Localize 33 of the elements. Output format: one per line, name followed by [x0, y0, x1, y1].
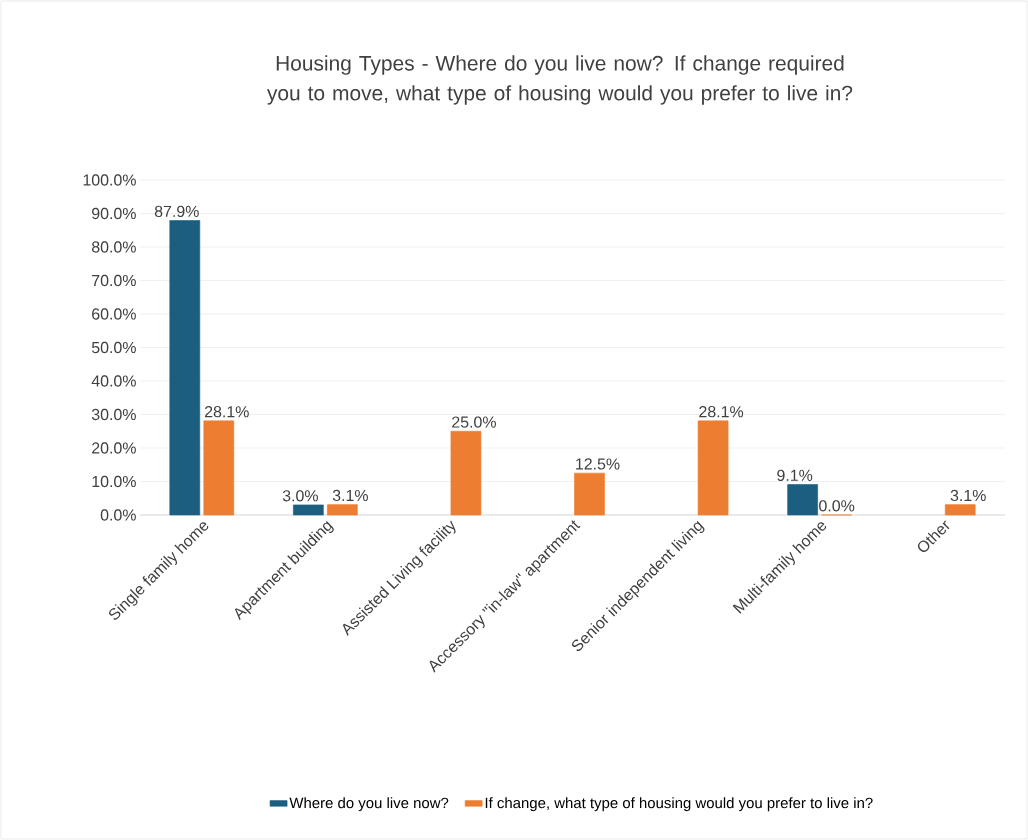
data-label: 25.0% [452, 416, 496, 428]
legend-label: If change, what type of housing would you prefer to live in? [485, 797, 873, 812]
data-label: 28.1% [204, 406, 249, 418]
bar [944, 504, 976, 516]
bar [169, 220, 201, 516]
y-tick-label: 20.0% [92, 442, 136, 454]
data-label: 3.0% [282, 490, 318, 502]
y-tick-label: 30.0% [91, 408, 136, 421]
legend-label: Where do you live now? [289, 797, 449, 812]
bar [697, 420, 729, 516]
bar [203, 420, 235, 516]
data-label: 3.1% [332, 489, 368, 502]
chart-title: Housing Types - Where do you live now? If change required you to move, what type of housing would you prefer to live in? [266, 55, 853, 105]
bar [787, 484, 818, 516]
y-tick-label: 50.0% [91, 341, 136, 354]
y-tick-label: 80.0% [91, 241, 136, 253]
bar [327, 504, 358, 516]
y-tick-label: 0.0% [100, 509, 136, 521]
data-label: 87.9% [154, 205, 199, 218]
data-label: 12.5% [576, 458, 620, 470]
bar [293, 504, 324, 516]
y-tick-label: 10.0% [92, 475, 136, 488]
y-tick-label: 70.0% [92, 274, 136, 287]
data-label: 28.1% [699, 406, 744, 418]
data-label: 9.1% [777, 469, 813, 481]
bar [574, 472, 605, 516]
data-label: 0.0% [819, 500, 855, 512]
data-label: 3.1% [950, 489, 986, 502]
y-tick-label: 60.0% [92, 308, 136, 320]
bar [450, 430, 482, 516]
y-tick-label: 40.0% [91, 375, 136, 387]
y-tick-label: 90.0% [92, 207, 136, 220]
y-tick-label: 100.0% [83, 174, 136, 186]
